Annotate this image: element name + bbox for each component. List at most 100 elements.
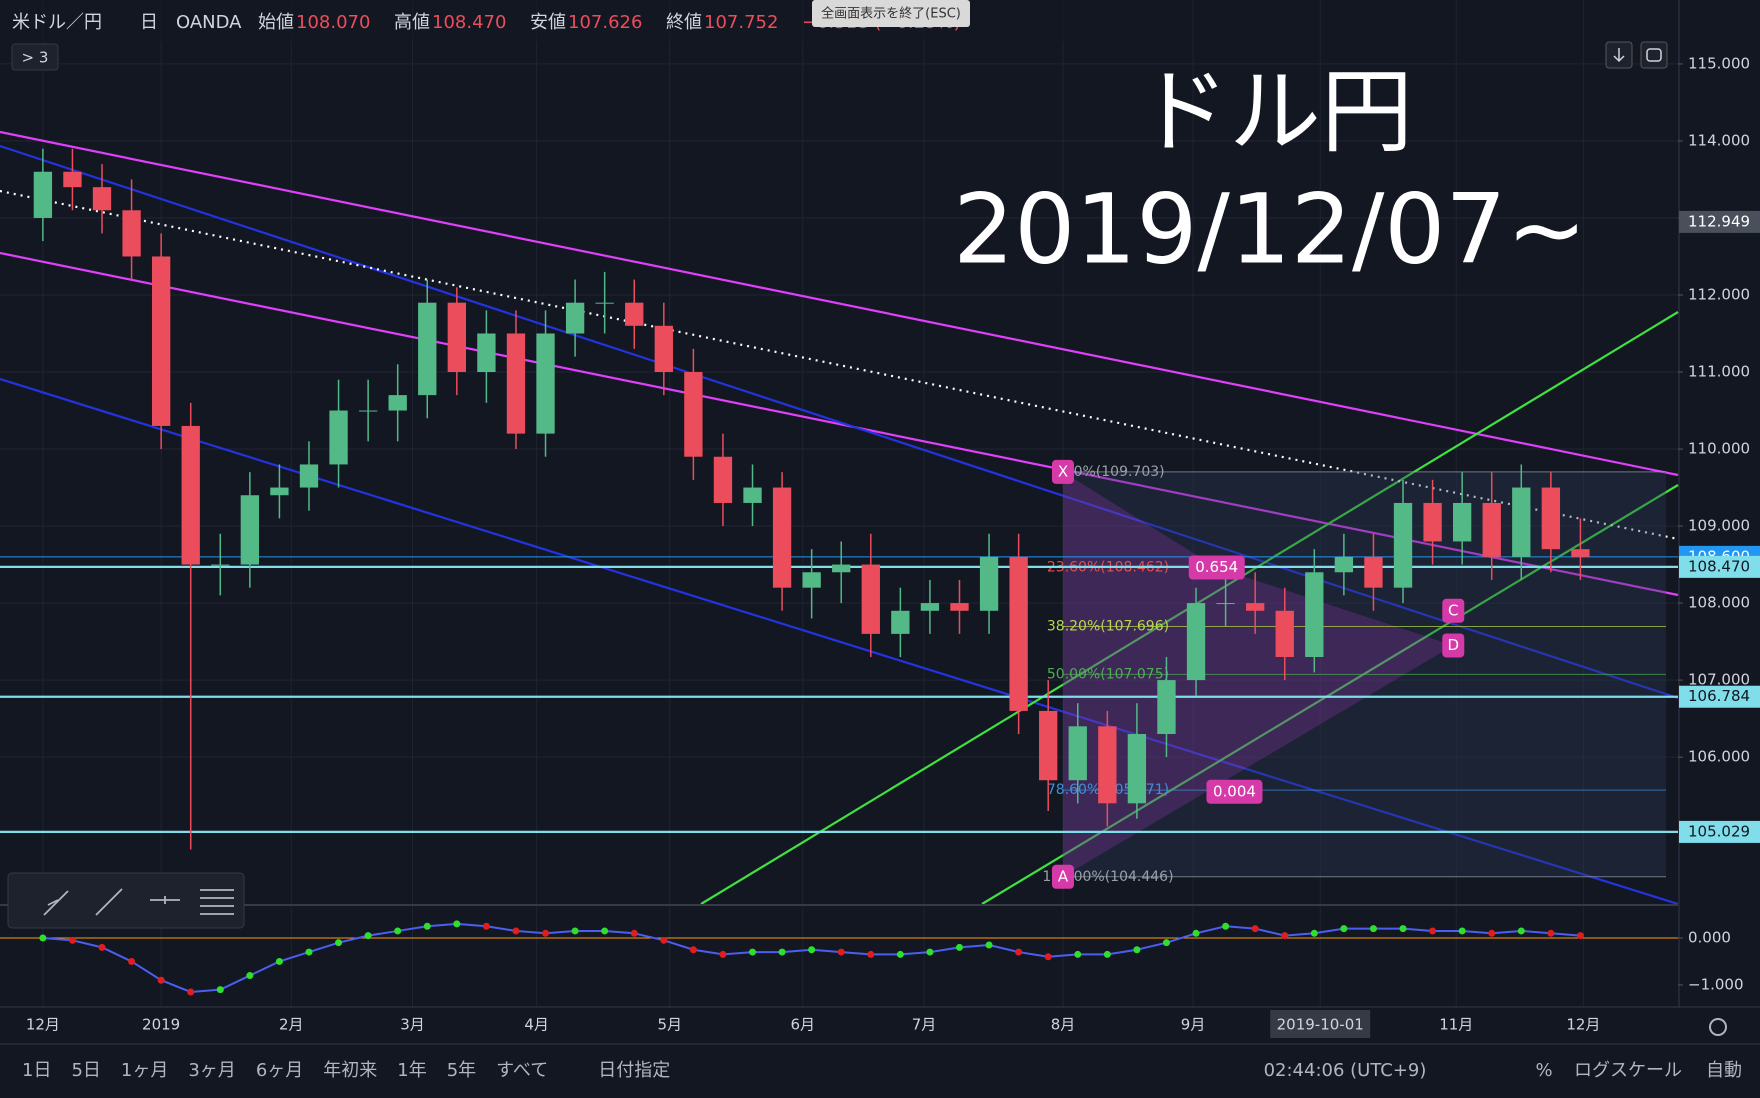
candle-body (802, 572, 821, 588)
fib-label: 38.20%(107.696) (1047, 618, 1169, 634)
indicator-toggle-text[interactable]: > 3 (22, 49, 49, 67)
x-tick-label: 7月 (912, 1016, 937, 1034)
price-label: 106.784 (1688, 687, 1750, 705)
oscillator-dot (985, 941, 993, 949)
tool-icon[interactable] (95, 888, 123, 916)
y-tick-label: 114.000 (1688, 131, 1750, 149)
oscillator-dot (1281, 932, 1289, 940)
price-label: 108.470 (1688, 557, 1750, 575)
fib-label: 0.00%(109.703) (1051, 464, 1164, 480)
candle-body (1275, 610, 1294, 657)
oscillator-dot (896, 950, 904, 958)
oscillator-dot (335, 939, 343, 947)
pattern-label: X (1058, 462, 1068, 480)
oscillator-dot (1192, 929, 1200, 937)
tool-icon[interactable] (200, 889, 234, 915)
oscillator-dot (305, 948, 313, 956)
overlay-title: ドル円 (1137, 58, 1413, 165)
settings-icon[interactable] (1709, 1018, 1727, 1036)
range-button[interactable]: 1年 (397, 1060, 426, 1081)
x-tick-label: 9月 (1181, 1016, 1206, 1034)
candle-body (1305, 572, 1324, 657)
candle-body (920, 603, 940, 611)
range-button[interactable]: 5日 (71, 1060, 100, 1081)
oscillator-dot (453, 920, 461, 928)
candle-body (891, 610, 910, 634)
percent-toggle[interactable]: % (1535, 1060, 1552, 1081)
range-button[interactable]: 1日 (22, 1060, 51, 1081)
tool-icon[interactable] (150, 896, 180, 904)
price-label-bg (1679, 820, 1760, 843)
candle-body (329, 410, 348, 465)
oscillator-dot (1576, 932, 1584, 940)
clock: 02:44:06 (UTC+9) (1264, 1060, 1427, 1081)
toolbar: 1日 5日 1ヶ月 3ヶ月 6ヶ月 年初来 1年 5年 すべて 日付指定 02:44:06 (UTC… (22, 1060, 1742, 1081)
price-label: 112.949 (1688, 212, 1750, 230)
oscillator-dot (364, 932, 372, 940)
oscillator-dot (275, 957, 283, 965)
candle-body (1571, 549, 1590, 557)
candle-body (1423, 502, 1442, 542)
oscillator-dot (482, 922, 490, 930)
oscillator-dot (39, 934, 47, 942)
candle-body (1039, 710, 1058, 781)
oscillator-dot (1369, 925, 1377, 933)
icon (1646, 48, 1662, 62)
oscillator-dot (1133, 946, 1141, 954)
y-tick-label: 107.000 (1688, 671, 1750, 689)
oscillator-dot (394, 927, 402, 935)
ohlc-label: 安値 (530, 12, 566, 33)
candle-body (151, 256, 171, 426)
channel-line (0, 144, 1679, 700)
oscillator-dot (423, 922, 431, 930)
y-tick-label: 115.000 (1688, 54, 1750, 72)
x-tick-label: 8月 (1051, 1016, 1076, 1034)
pattern-label: 0.004 (1213, 782, 1256, 800)
range-button[interactable]: 6ヶ月 (256, 1060, 303, 1081)
candle-body (63, 171, 82, 188)
auto-toggle[interactable]: 自動 (1706, 1060, 1742, 1081)
reset-button[interactable] (1640, 41, 1668, 69)
y-tick-label: 111.000 (1688, 363, 1750, 381)
oscillator-dot (1103, 950, 1111, 958)
overlay-subtitle: 2019/12/07~ (953, 173, 1587, 285)
oscillator-dot (1399, 925, 1407, 933)
oscillator-dot (1517, 927, 1525, 935)
candle-body (418, 302, 437, 396)
log-toggle[interactable]: ログスケール (1574, 1060, 1682, 1081)
x-tick-label: 4月 (524, 1016, 549, 1034)
icon (1613, 48, 1625, 63)
range-button[interactable]: 5年 (447, 1060, 476, 1081)
oscillator-dot (571, 927, 579, 935)
oscillator-dot (246, 972, 254, 980)
candle-body (713, 456, 733, 503)
candle-body (1246, 603, 1265, 611)
candle-body (1009, 556, 1028, 711)
oscillator-dot (837, 948, 845, 956)
x-tick-label: 11月 (1439, 1016, 1473, 1034)
pattern-label: A (1058, 867, 1069, 885)
range-button[interactable]: 1ヶ月 (121, 1060, 168, 1081)
oscillator-dot (1340, 925, 1348, 933)
pattern-label: 0.654 (1195, 558, 1238, 576)
oscillator-dot (1222, 922, 1230, 930)
candle-body (1068, 726, 1087, 781)
indicator-toggle[interactable] (11, 43, 59, 71)
candle-body (625, 302, 644, 326)
oscillator-dot (1074, 950, 1082, 958)
tool-icon[interactable] (43, 890, 69, 916)
range-button[interactable]: 日付指定 (598, 1060, 670, 1081)
oscillator-dot (1310, 929, 1318, 937)
price-label-bg (1679, 555, 1760, 578)
candle-body (299, 464, 319, 488)
candle-body (211, 564, 230, 566)
range-button[interactable]: 年初来 (323, 1060, 377, 1081)
range-button[interactable]: すべて (496, 1060, 548, 1081)
oscillator-dot (128, 957, 136, 965)
y-tick-label: 106.000 (1688, 748, 1750, 766)
range-button[interactable]: 3ヶ月 (188, 1060, 235, 1081)
candle-body (743, 487, 762, 503)
candle-body (1157, 680, 1176, 735)
